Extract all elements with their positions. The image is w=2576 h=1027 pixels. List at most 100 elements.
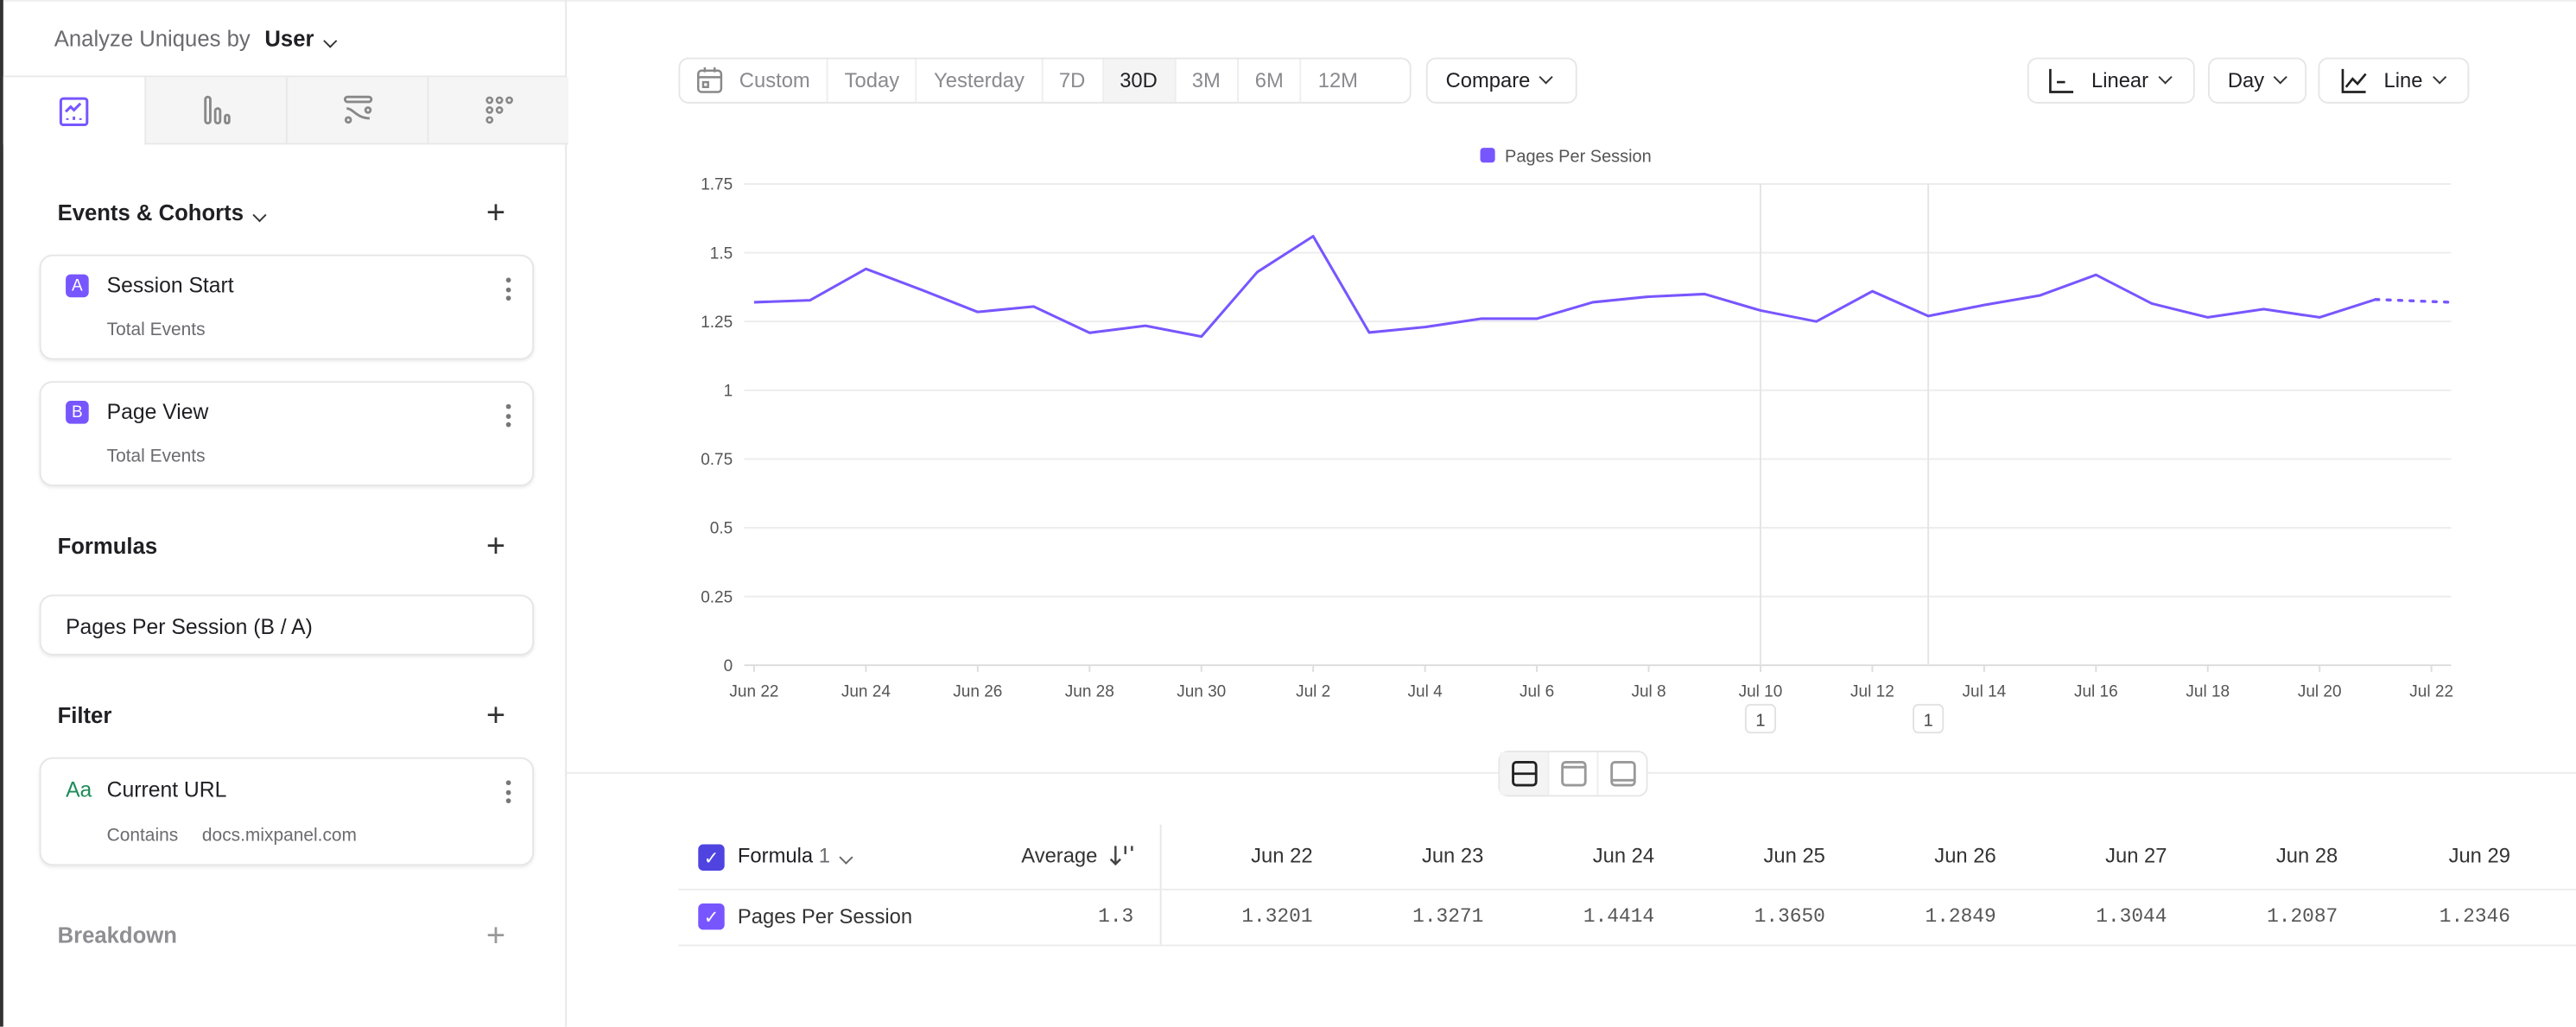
annotation-marker[interactable] (1913, 703, 1945, 734)
chart-type-dropdown[interactable]: Line (2318, 57, 2470, 104)
row-divider (678, 888, 2576, 891)
date-range-yesterday[interactable]: Yesterday (917, 59, 1043, 102)
analyze-by-dropdown[interactable]: User (264, 26, 338, 51)
more-options-icon[interactable] (505, 780, 511, 807)
data-point (2203, 313, 2212, 322)
chevron-down-icon (2432, 70, 2446, 85)
select-all-checkbox[interactable]: ✓ (698, 844, 725, 871)
table-cell: 1.2849 (1925, 904, 1996, 929)
event-measure[interactable]: Total Events (106, 320, 206, 340)
data-point (1420, 322, 1430, 332)
tab-flows[interactable] (285, 77, 428, 145)
date-range-30d[interactable]: 30D (1103, 59, 1176, 102)
data-point (1755, 306, 1765, 315)
split-view-button[interactable] (1500, 752, 1550, 796)
tab-funnels[interactable] (144, 77, 286, 145)
date-column-header[interactable]: Jun 28 (2275, 844, 2338, 868)
date-range-custom[interactable]: Custom (680, 59, 828, 102)
data-point (1085, 328, 1094, 338)
x-tick-label: Jul 14 (1963, 682, 2007, 701)
data-point (1923, 311, 1932, 320)
group-count: 1 (818, 844, 830, 868)
events-cohorts-header[interactable]: Events & Cohorts (57, 200, 268, 225)
more-options-icon[interactable] (505, 403, 511, 431)
y-tick-label: 0 (724, 657, 733, 675)
date-column-header[interactable]: Jun 27 (2105, 844, 2167, 868)
filter-operator[interactable]: Contains (106, 826, 179, 846)
check-icon: ✓ (703, 907, 720, 928)
group-by-dropdown[interactable]: Formula 1 (738, 844, 854, 868)
y-tick-label: 1.75 (701, 176, 733, 194)
data-point (1364, 327, 1374, 337)
table-cell: 1.3044 (2096, 904, 2167, 929)
range-label: Custom (739, 68, 810, 92)
chevron-down-icon (2158, 70, 2173, 85)
date-column-header[interactable]: Jun 25 (1763, 844, 1825, 868)
chevron-down-icon (1539, 70, 1554, 85)
scale-dropdown[interactable]: Linear (2027, 57, 2195, 104)
event-measure[interactable]: Total Events (106, 447, 206, 467)
date-column-header[interactable]: Jun 24 (1592, 844, 1655, 868)
line-chart-icon (2341, 68, 2367, 93)
line-chart: 0 0.25 0.5 0.75 1 1.25 1.5 1.75 Jun 22 Jun 24 Jun … (701, 147, 2453, 734)
interval-dropdown[interactable]: Day (2208, 57, 2307, 104)
events-title: Events & Cohorts (57, 200, 244, 225)
date-range-12m[interactable]: 12M (1317, 68, 1358, 92)
formula-card[interactable]: Pages Per Session (B / A) (39, 594, 535, 656)
x-tick-label: Jul 20 (2298, 682, 2342, 701)
data-point (1700, 289, 1710, 299)
sort-icon[interactable] (1109, 845, 1135, 868)
event-card-a[interactable]: A Session Start Total Events (39, 254, 535, 360)
data-point (1253, 267, 1262, 276)
date-range-6m[interactable]: 6M (1239, 59, 1302, 102)
filter-card[interactable]: Aa Current URL Contains docs.mixpanel.co… (39, 757, 535, 866)
annotation-count: 1 (1924, 712, 1933, 731)
event-badge: A (66, 274, 89, 298)
check-icon: ✓ (703, 848, 720, 869)
x-tick-label: Jun 26 (953, 682, 1002, 701)
add-filter-button[interactable]: + (485, 698, 506, 735)
data-point (1029, 301, 1038, 311)
data-point (1979, 300, 1989, 309)
average-header[interactable]: Average (1021, 844, 1098, 868)
series-checkbox[interactable]: ✓ (698, 903, 725, 930)
add-breakdown-button[interactable]: + (485, 918, 506, 954)
annotation-marker[interactable] (1744, 703, 1777, 734)
legend-swatch (1480, 148, 1495, 163)
date-column-header[interactable]: Jun 26 (1934, 844, 1996, 868)
analyze-uniques: Analyze Uniques by User (54, 26, 338, 51)
date-column-header[interactable]: Jun 29 (2448, 844, 2510, 868)
interval-label: Day (2227, 68, 2265, 92)
date-range-3m[interactable]: 3M (1176, 59, 1239, 102)
legend-label[interactable]: Pages Per Session (1505, 147, 1652, 166)
chart-only-button[interactable] (1549, 752, 1599, 796)
x-tick-label: Jul 16 (2074, 682, 2118, 701)
y-tick-label: 0.5 (710, 520, 733, 538)
date-range-7d[interactable]: 7D (1043, 59, 1104, 102)
data-point (1588, 297, 1597, 307)
table-only-icon (1609, 761, 1635, 787)
data-point (2427, 297, 2436, 307)
top-border (0, 0, 2576, 2)
incomplete-series-segment (2374, 298, 2453, 304)
more-options-icon[interactable] (505, 277, 511, 304)
tab-retention[interactable] (427, 77, 569, 145)
chart-type-label: Line (2383, 68, 2423, 92)
event-card-b[interactable]: B Page View Total Events (39, 381, 535, 486)
table-cell: 1.4414 (1583, 904, 1655, 929)
filter-value[interactable]: docs.mixpanel.com (201, 826, 357, 846)
x-tick-label: Jun 30 (1177, 682, 1226, 701)
add-formula-button[interactable]: + (485, 529, 506, 566)
compare-dropdown[interactable]: Compare (1425, 57, 1577, 104)
insights-chart-icon (59, 96, 89, 126)
add-event-button[interactable]: + (485, 195, 506, 232)
x-tick-label: Jun 24 (841, 682, 891, 701)
event-badge: B (66, 401, 89, 424)
chevron-down-icon (323, 34, 338, 48)
x-tick-label: Jul 8 (1631, 682, 1666, 701)
date-column-header[interactable]: Jun 23 (1421, 844, 1484, 868)
date-column-header[interactable]: Jun 22 (1251, 844, 1313, 868)
date-range-today[interactable]: Today (828, 59, 918, 102)
tab-insights[interactable] (3, 77, 145, 145)
table-only-button[interactable] (1598, 752, 1646, 795)
